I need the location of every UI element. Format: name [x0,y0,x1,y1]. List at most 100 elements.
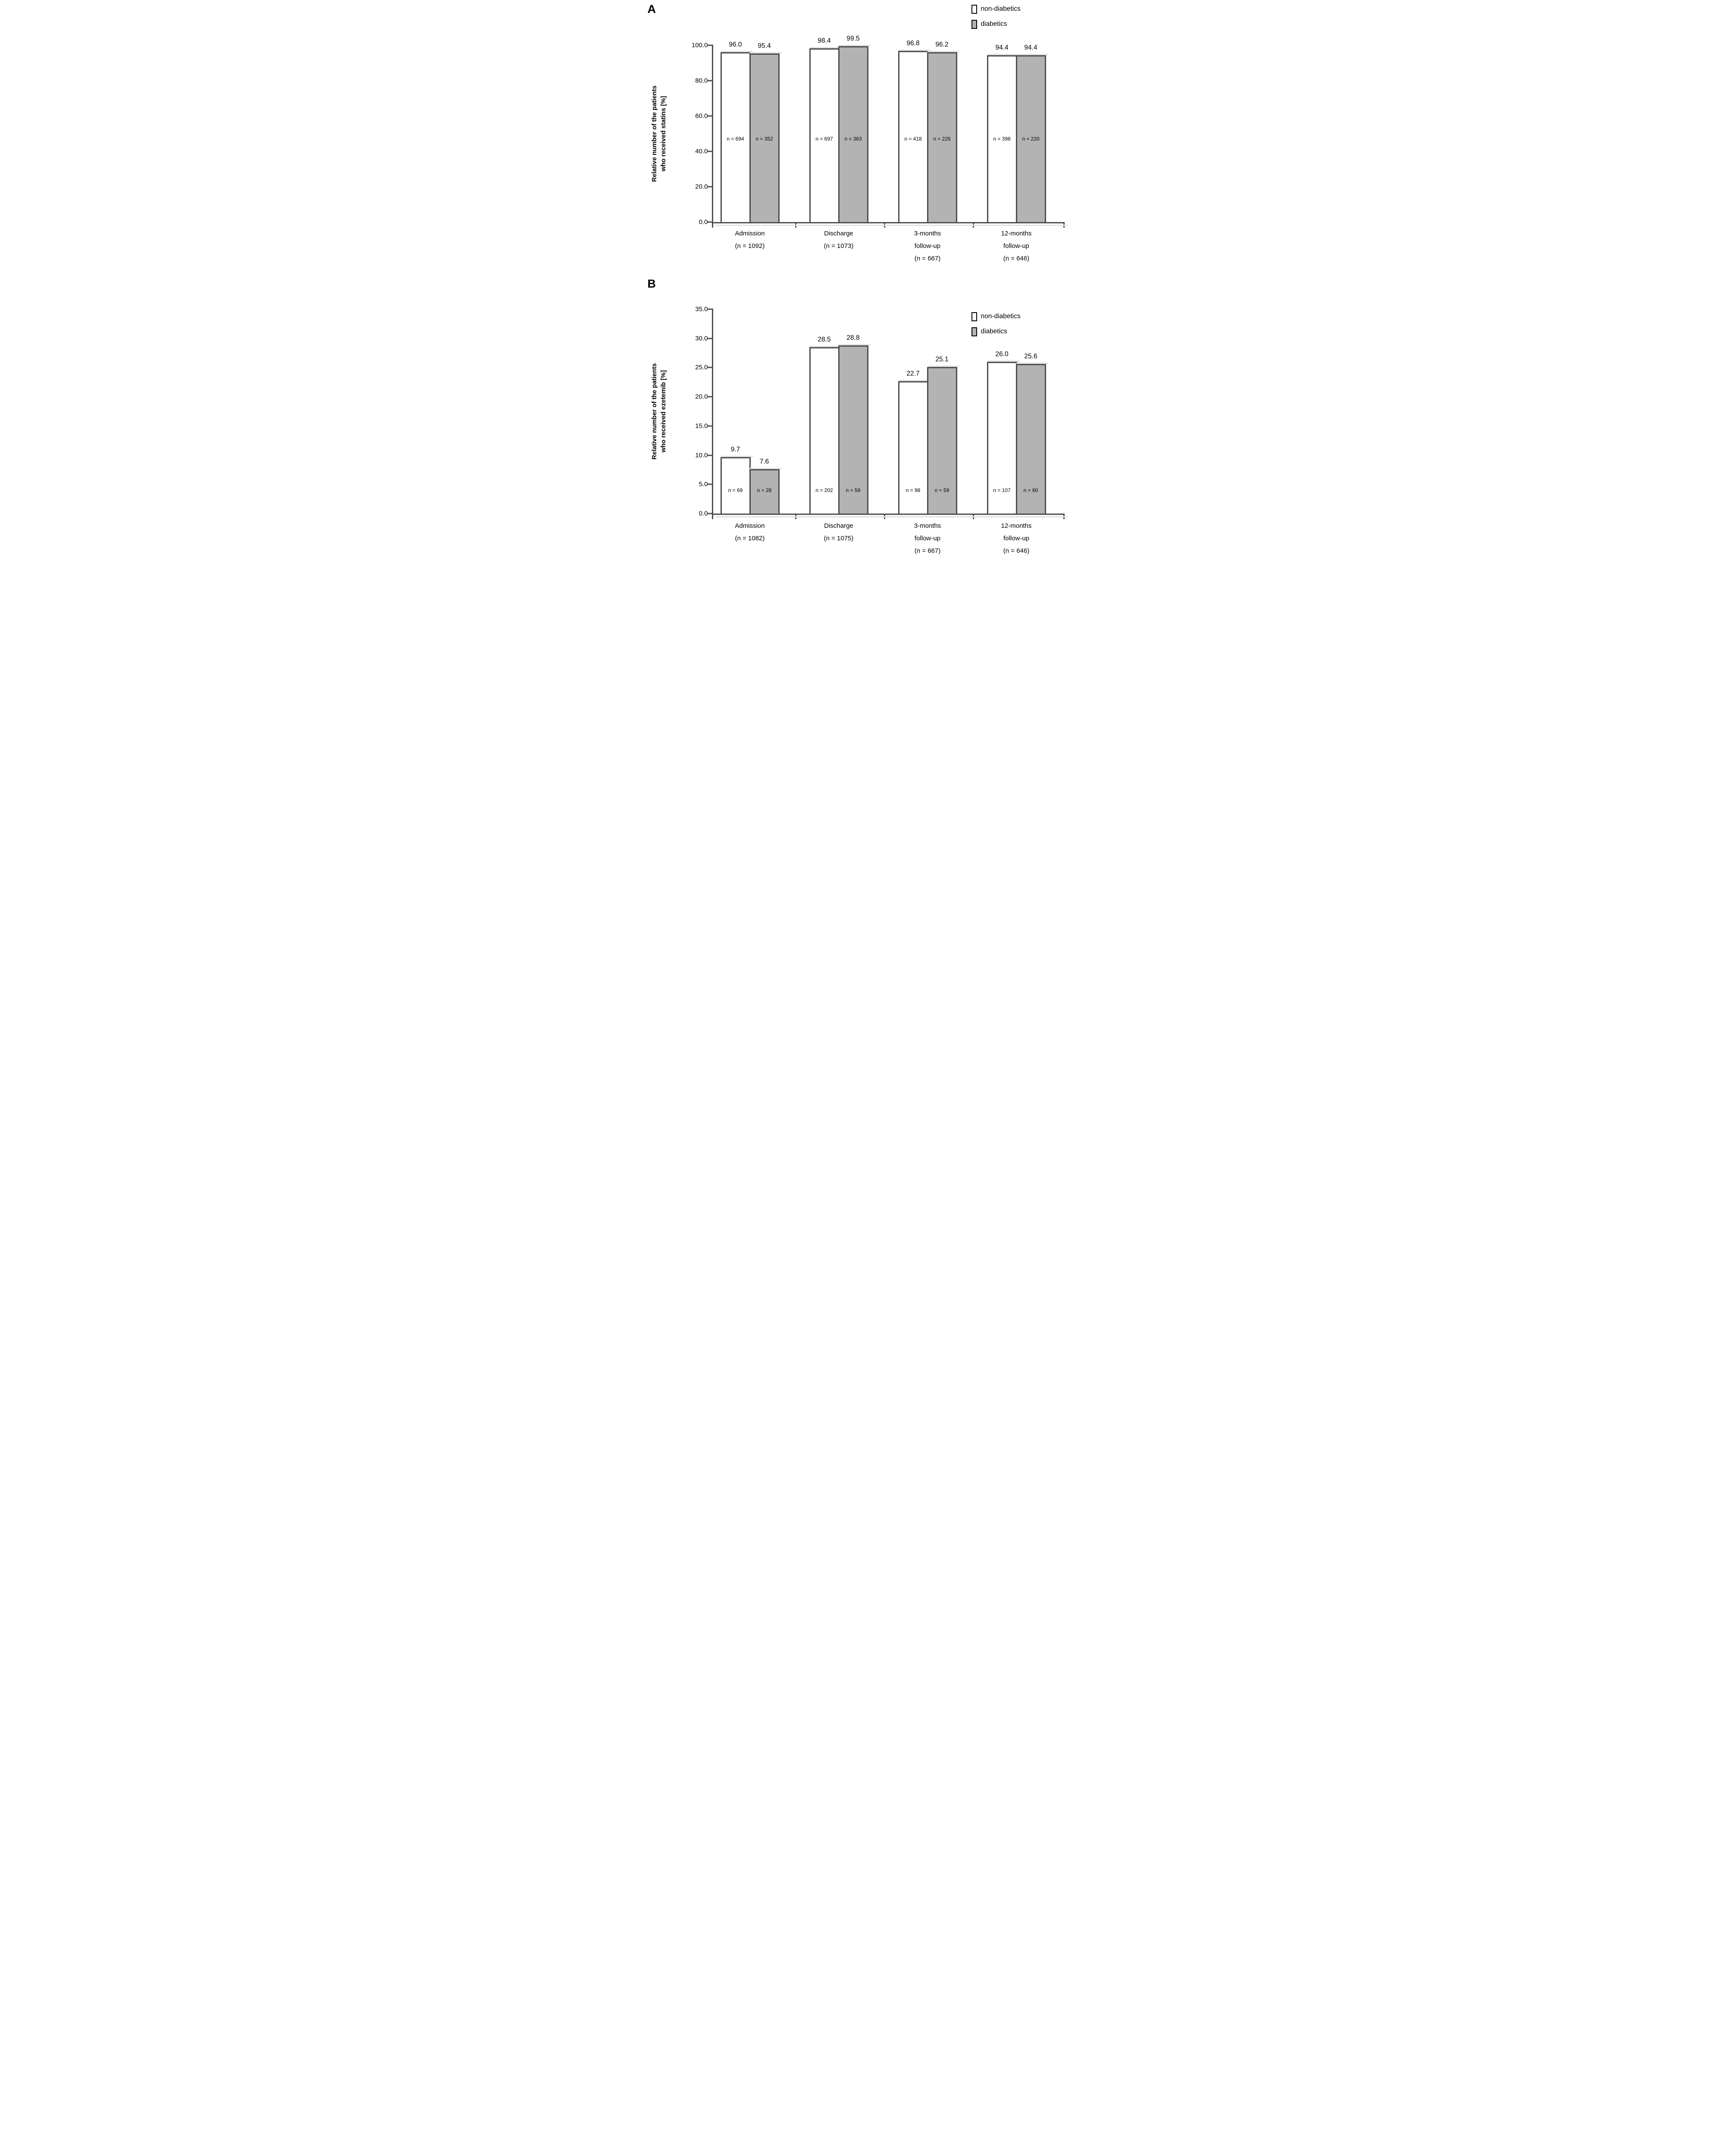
bar-n-label: n = 28 [757,487,772,493]
panel-b-letter: B [647,277,656,290]
legend-item-non-diabetics: non-diabetics [971,3,1021,15]
y-tick-label: 0.0 [699,218,708,226]
bar-group-12-months: 94.4 n = 398 94.4 n = 220 [987,44,1048,222]
x-label-line: (n = 1092) [735,242,765,250]
legend-item-non-diabetics: non-diabetics [971,311,1021,322]
y-tick-label: 40.0 [695,147,708,155]
x-label-line: 3-months [914,522,941,530]
panel-b: B non-diabetics diabetics Relative numbe… [643,275,1072,557]
x-tick-mark [711,223,713,228]
y-tick-label: 5.0 [699,480,708,488]
barcol-non-diabetics: 96.8 n = 418 [898,40,931,222]
y-tick-mark [707,221,713,223]
x-axis-label-admission: Admission (n = 1092) [721,227,780,252]
bar-n-label: n = 59 [846,487,861,493]
legend-panel-b: non-diabetics diabetics [971,311,1021,341]
x-label-line: (n = 667) [914,547,941,555]
x-axis-label-discharge: Discharge (n = 1075) [809,520,868,545]
legend-label-non-diabetics: non-diabetics [981,313,1021,320]
bar-n-label: n = 202 [815,487,833,493]
barcol-diabetics: 28.8 n = 59 [838,309,871,514]
barcol-non-diabetics: 28.5 n = 202 [809,309,842,514]
bar-ezetemib-12-months-diabetics [1015,363,1048,514]
panel-a-letter: A [647,3,656,16]
y-tick-mark [707,80,713,81]
x-label-line: (n = 646) [1003,255,1030,262]
barcol-diabetics: 99.5 n = 363 [838,35,871,222]
x-label-line: follow-up [914,535,941,542]
barcol-diabetics: 25.6 n = 60 [1015,309,1048,514]
bar-ezetemib-admission-diabetics [749,468,782,514]
bar-n-label: n = 59 [934,487,949,493]
x-tick-mark [884,515,885,519]
y-tick-mark [707,338,713,339]
x-tick-mark [884,223,885,228]
legend-label-diabetics: diabetics [981,328,1007,335]
bar-value-label: 94.4 [1024,44,1037,51]
bar-statins-admission-non-diabetics [720,51,753,222]
x-label-line: (n = 646) [1003,547,1030,555]
x-label-line: follow-up [1003,535,1030,542]
bar-n-label: n = 398 [993,136,1011,142]
x-tick-mark [1063,223,1065,228]
y-axis-title-line2: who received statins [%] [659,96,667,172]
bar-statins-12-months-non-diabetics [987,53,1019,222]
bar-value-label: 96.0 [729,41,742,49]
bar-statins-discharge-non-diabetics [809,47,842,222]
y-tick-label: 100.0 [691,41,708,49]
y-tick-label: 30.0 [695,335,708,342]
plot-area-statins: 100.0 80.0 60.0 40.0 20.0 0.0 96.0 [692,35,1068,262]
x-tick-mark [711,515,713,519]
bar-statins-discharge-diabetics [838,45,871,222]
x-axis-label-3-months: 3-months follow-up (n = 667) [898,227,957,265]
bar-value-label: 26.0 [995,350,1009,358]
bar-n-label: n = 697 [815,136,833,142]
bar-value-label: 22.7 [906,370,920,377]
figure-two-panel-bar-chart: A non-diabetics diabetics Relative numbe… [642,0,1072,557]
y-axis-title-line1: Relative number of the patients [650,85,658,182]
bar-ezetemib-3-months-non-diabetics [898,379,931,514]
bar-value-label: 28.8 [846,334,860,342]
x-tick-mark [1063,515,1065,519]
bar-n-label: n = 69 [728,487,743,493]
x-label-line: follow-up [1003,242,1030,250]
x-axis-label-12-months: 12-months follow-up (n = 646) [987,227,1046,265]
diabetics-swatch-icon [971,327,977,336]
x-label-line: 12-months [1001,522,1032,530]
bar-group-admission: 96.0 n = 694 95.4 n = 352 [720,41,782,222]
y-tick-mark [707,396,713,398]
y-axis-title-ezetemib: Relative number of the patients who rece… [650,309,668,514]
y-tick-mark [707,44,713,46]
barcol-non-diabetics: 94.4 n = 398 [987,44,1019,222]
x-label-line: 3-months [914,230,941,237]
barcol-diabetics: 7.6 n = 28 [749,309,782,514]
bar-value-label: 95.4 [758,42,771,50]
legend-item-diabetics: diabetics [971,19,1021,30]
bar-group-12-months: 26.0 n = 107 25.6 n = 60 [987,309,1048,514]
bar-ezetemib-discharge-non-diabetics [809,346,842,514]
bar-n-label: n = 363 [844,136,862,142]
x-axis-label-discharge: Discharge (n = 1073) [809,227,868,252]
y-tick-mark [707,483,713,485]
y-tick-label: 0.0 [699,510,708,517]
y-tick-label: 15.0 [695,422,708,430]
x-label-line: (n = 1082) [735,535,765,542]
barcol-non-diabetics: 96.0 n = 694 [720,41,753,222]
x-label-line: 12-months [1001,230,1032,237]
bar-value-label: 9.7 [730,445,740,453]
barcol-diabetics: 95.4 n = 352 [749,42,782,222]
x-label-line: Discharge [824,230,853,237]
legend-panel-a: non-diabetics diabetics [971,3,1021,34]
barcol-non-diabetics: 98.4 n = 697 [809,37,842,222]
bar-group-discharge: 28.5 n = 202 28.8 n = 59 [809,309,871,514]
y-tick-label: 10.0 [695,451,708,459]
y-axis-title-line2: who received ezetemib [%] [659,370,667,453]
legend-item-diabetics: diabetics [971,326,1021,337]
y-tick-label: 80.0 [695,77,708,85]
bar-value-label: 25.1 [935,356,949,364]
bar-ezetemib-3-months-diabetics [927,366,959,514]
bar-n-label: n = 98 [906,487,921,493]
y-tick-mark [707,513,713,514]
bar-group-3-months: 22.7 n = 98 25.1 n = 59 [898,309,959,514]
bar-n-label: n = 694 [727,136,744,142]
